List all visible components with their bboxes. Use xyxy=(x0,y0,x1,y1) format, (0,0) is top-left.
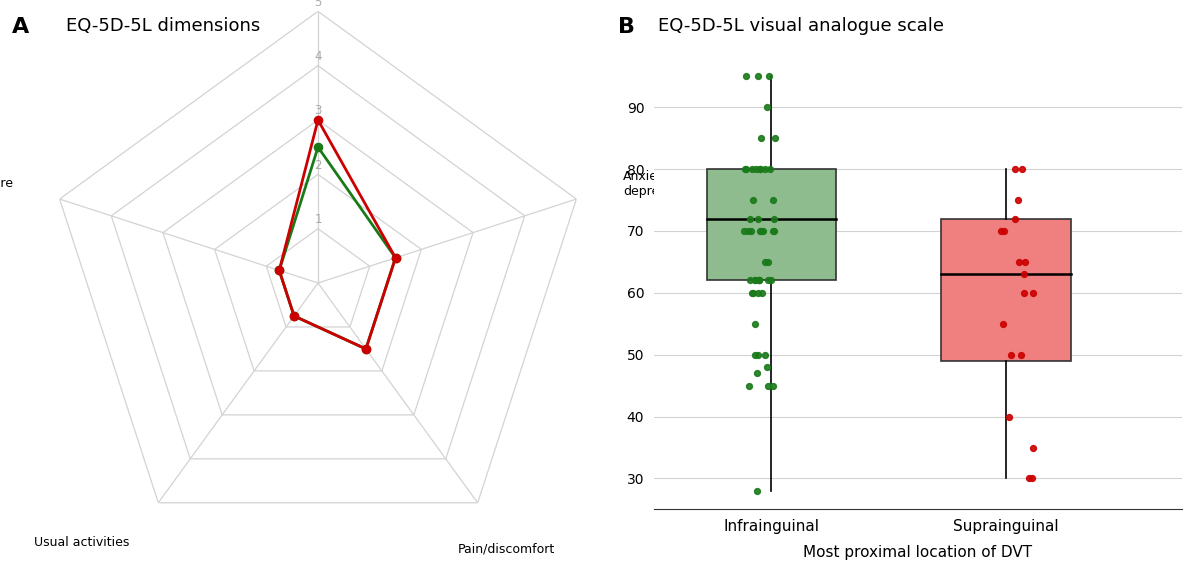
Text: EQ-5D-5L dimensions: EQ-5D-5L dimensions xyxy=(66,17,260,35)
Point xyxy=(764,214,784,223)
Point xyxy=(1015,258,1034,267)
Point xyxy=(1020,474,1039,483)
Point xyxy=(749,276,768,285)
Point xyxy=(1000,412,1019,421)
Point xyxy=(750,165,769,174)
Point xyxy=(284,311,304,320)
Point xyxy=(763,226,782,235)
Text: 1: 1 xyxy=(314,213,322,226)
Point xyxy=(270,266,289,275)
Point xyxy=(356,344,376,353)
Point xyxy=(760,72,779,81)
Point xyxy=(736,72,755,81)
Point xyxy=(756,165,775,174)
Point xyxy=(743,195,762,204)
Point xyxy=(763,195,782,204)
Point xyxy=(270,266,289,275)
Point xyxy=(734,226,754,235)
Point xyxy=(745,276,764,285)
Point xyxy=(748,486,767,495)
Point xyxy=(740,214,760,223)
Point xyxy=(1024,443,1043,452)
Text: Usual activities: Usual activities xyxy=(34,536,130,549)
Point xyxy=(356,344,376,353)
Point xyxy=(742,226,761,235)
Point xyxy=(386,254,406,263)
Point xyxy=(1006,165,1025,174)
Point xyxy=(991,226,1010,235)
Point xyxy=(1014,288,1033,297)
Point xyxy=(750,276,769,285)
Bar xyxy=(942,218,1070,361)
Point xyxy=(758,258,778,267)
Point xyxy=(757,102,776,112)
Text: 5: 5 xyxy=(314,0,322,8)
Point xyxy=(743,288,762,297)
Point xyxy=(743,165,762,174)
Text: Self-care: Self-care xyxy=(0,177,13,190)
Point xyxy=(761,276,780,285)
Point xyxy=(736,165,755,174)
Point xyxy=(744,288,763,297)
X-axis label: Most proximal location of DVT: Most proximal location of DVT xyxy=(804,545,1032,560)
Text: 3: 3 xyxy=(314,104,322,117)
Point xyxy=(746,165,766,174)
Text: EQ-5D-5L visual analogue scale: EQ-5D-5L visual analogue scale xyxy=(658,17,943,35)
Point xyxy=(751,134,770,143)
Point xyxy=(755,350,774,359)
Point xyxy=(1014,270,1033,279)
Point xyxy=(386,254,406,263)
Text: 4: 4 xyxy=(314,50,322,63)
Point xyxy=(746,276,766,285)
Point xyxy=(284,311,304,320)
Point xyxy=(749,214,768,223)
Point xyxy=(749,288,768,297)
Point xyxy=(750,165,769,174)
Point xyxy=(745,350,764,359)
Point xyxy=(995,226,1014,235)
Point xyxy=(736,165,755,174)
Text: A: A xyxy=(12,17,29,37)
Point xyxy=(758,276,778,285)
Point xyxy=(766,134,785,143)
Point xyxy=(748,72,767,81)
Point xyxy=(760,165,779,174)
Text: 2: 2 xyxy=(314,158,322,171)
Text: Pain/discomfort: Pain/discomfort xyxy=(458,542,556,555)
Point xyxy=(994,319,1013,328)
Point xyxy=(748,368,767,378)
Point xyxy=(1009,258,1028,267)
Point xyxy=(1009,195,1028,204)
Point xyxy=(308,115,328,125)
Point xyxy=(1006,214,1025,223)
Point xyxy=(1024,288,1043,297)
Point xyxy=(756,258,775,267)
Point xyxy=(763,381,782,390)
Point xyxy=(758,381,778,390)
Point xyxy=(754,226,773,235)
Point xyxy=(749,276,768,285)
Text: B: B xyxy=(618,17,635,37)
Point xyxy=(752,288,772,297)
Point xyxy=(308,143,328,152)
Point xyxy=(751,226,770,235)
Point xyxy=(739,381,758,390)
Point xyxy=(1013,165,1032,174)
Point xyxy=(751,226,770,235)
Point xyxy=(745,319,764,328)
Bar xyxy=(707,169,836,280)
Point xyxy=(738,226,757,235)
Point xyxy=(1022,474,1042,483)
Point xyxy=(764,226,784,235)
Point xyxy=(1002,350,1021,359)
Point xyxy=(1012,350,1031,359)
Point xyxy=(749,350,768,359)
Point xyxy=(740,276,760,285)
Text: Anxiety/
depression: Anxiety/ depression xyxy=(623,170,691,198)
Point xyxy=(757,363,776,372)
